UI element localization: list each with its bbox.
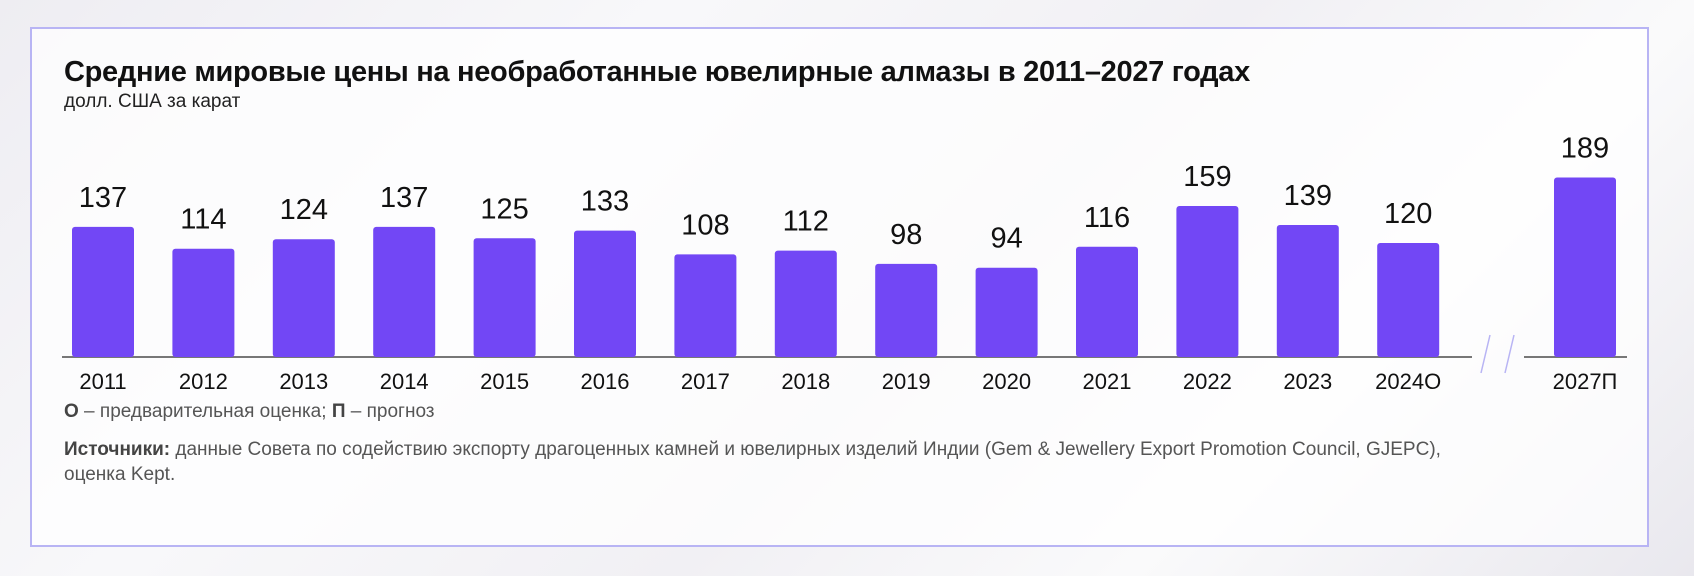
x-tick-label: 2015 xyxy=(480,369,529,394)
bar-2017 xyxy=(674,254,737,357)
data-label-2020: 94 xyxy=(990,223,1022,255)
bar-2022 xyxy=(1176,205,1239,357)
source-note: Источники: данные Совета по содействию э… xyxy=(64,437,1484,487)
x-tick-label: 2024О xyxy=(1375,369,1441,394)
data-label-2022: 159 xyxy=(1183,161,1231,193)
x-tick-label: 2027П xyxy=(1553,369,1618,394)
footnote-p-text: – прогноз xyxy=(345,401,435,422)
bar-2020 xyxy=(975,267,1038,357)
data-label-2013: 124 xyxy=(280,194,328,226)
bar-2027П xyxy=(1554,177,1616,357)
x-tick-label: 2018 xyxy=(781,369,830,394)
x-tick-label: 2023 xyxy=(1283,369,1332,394)
bar-2021 xyxy=(1076,246,1138,357)
bar-2014 xyxy=(373,226,436,357)
data-label-2021: 116 xyxy=(1084,202,1130,234)
data-label-2015: 125 xyxy=(480,193,528,225)
footnote-p-mark: П xyxy=(331,401,346,422)
data-label-2019: 98 xyxy=(890,219,922,251)
chart-subtitle: долл. США за карат xyxy=(64,91,241,112)
footnote: О – предварительная оценка; П – прогноз xyxy=(64,401,435,423)
data-label-2024О: 120 xyxy=(1384,198,1432,230)
footnote-o-mark: О xyxy=(64,401,79,422)
data-label-2023: 139 xyxy=(1284,180,1332,212)
bar-2019 xyxy=(875,263,938,357)
bar-2024О xyxy=(1377,243,1440,357)
data-label-2011: 137 xyxy=(79,182,127,214)
footnote-o-text: – предварительная оценка; xyxy=(78,401,332,422)
axis-break-mark xyxy=(1480,334,1491,374)
x-tick-label: 2022 xyxy=(1183,369,1232,394)
bar-2015 xyxy=(473,238,536,357)
bar-2023 xyxy=(1276,224,1339,357)
x-tick-label: 2020 xyxy=(982,369,1031,394)
x-tick-label: 2021 xyxy=(1083,369,1132,394)
bar-2018 xyxy=(774,250,837,357)
bar-2011 xyxy=(72,226,134,357)
x-tick-label: 2013 xyxy=(279,369,328,394)
bar-2012 xyxy=(172,248,235,357)
x-tick-label: 2019 xyxy=(882,369,931,394)
axis-break-mark xyxy=(1504,334,1515,374)
data-label-2014: 137 xyxy=(380,182,428,214)
chart-title: Средние мировые цены на необработанные ю… xyxy=(64,56,1250,88)
bar-2013 xyxy=(272,239,335,357)
data-label-2018: 112 xyxy=(783,206,829,238)
source-text: данные Совета по содействию экспорту дра… xyxy=(64,439,1441,485)
data-label-2027П: 189 xyxy=(1561,132,1609,164)
x-tick-label: 2012 xyxy=(179,369,228,394)
data-label-2016: 133 xyxy=(581,186,629,218)
source-label: Источники: xyxy=(64,439,171,460)
data-label-2012: 114 xyxy=(180,204,226,236)
data-label-2017: 108 xyxy=(681,209,729,241)
x-tick-label: 2017 xyxy=(681,369,730,394)
x-tick-label: 2011 xyxy=(79,369,126,394)
x-tick-label: 2014 xyxy=(380,369,429,394)
x-tick-label: 2016 xyxy=(581,369,630,394)
bar-2016 xyxy=(574,230,636,357)
